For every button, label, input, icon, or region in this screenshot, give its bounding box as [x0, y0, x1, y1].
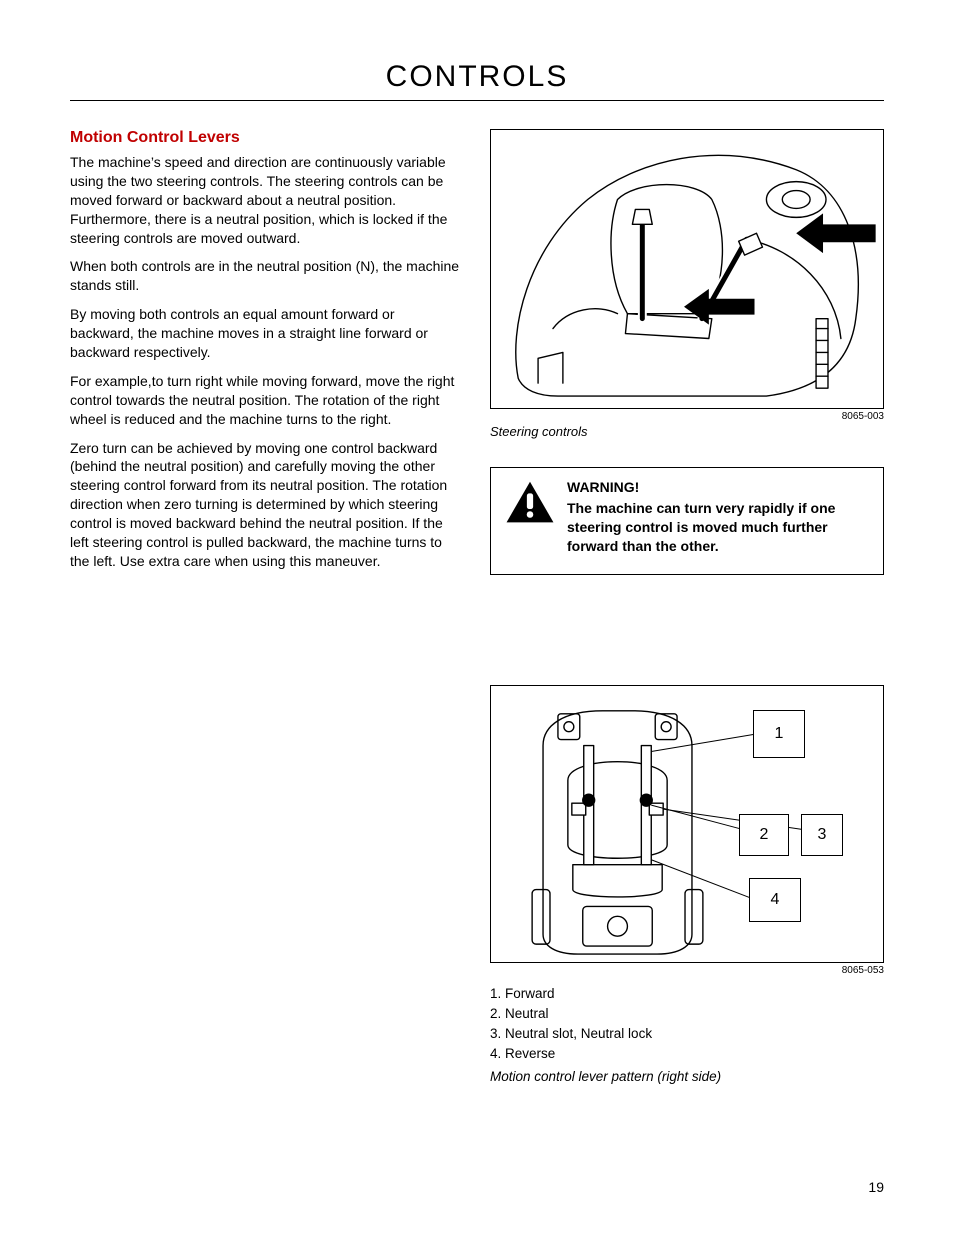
figure-legend: 1. Forward 2. Neutral 3. Neutral slot, N…: [490, 984, 884, 1087]
steering-controls-illustration: [491, 130, 883, 408]
left-column: Motion Control Levers The machine’s spee…: [70, 129, 462, 1087]
paragraph: The machine’s speed and direction are co…: [70, 153, 462, 247]
figure-id: 8065-003: [490, 411, 884, 422]
figure-lever-pattern: 1 2 3 4: [490, 685, 884, 963]
page: CONTROLS Motion Control Levers The machi…: [0, 0, 954, 1235]
legend-item: 2. Neutral: [490, 1004, 884, 1024]
warning-icon: [505, 478, 555, 529]
callout-2: 2: [739, 814, 789, 856]
legend-item: 4. Reverse: [490, 1044, 884, 1064]
right-column: 8065-003 Steering controls WARNING! The …: [490, 129, 884, 1087]
legend-item: 1. Forward: [490, 984, 884, 1004]
paragraph: When both controls are in the neutral po…: [70, 257, 462, 295]
callout-3: 3: [801, 814, 843, 856]
warning-box: WARNING! The machine can turn very rapid…: [490, 467, 884, 575]
two-column-layout: Motion Control Levers The machine’s spee…: [70, 129, 884, 1087]
callout-1: 1: [753, 710, 805, 758]
title-rule: [70, 100, 884, 101]
figure-lever-pattern-wrap: 1 2 3 4 8065-053 1. Forward 2. Neutral 3…: [490, 685, 884, 1087]
figure-caption: Motion control lever pattern (right side…: [490, 1067, 884, 1087]
paragraph: By moving both controls an equal amount …: [70, 305, 462, 362]
warning-text: WARNING! The machine can turn very rapid…: [567, 478, 869, 556]
figure-steering-controls: [490, 129, 884, 409]
warning-title: WARNING!: [567, 478, 869, 497]
legend-item: 3. Neutral slot, Neutral lock: [490, 1024, 884, 1044]
body-text: The machine’s speed and direction are co…: [70, 153, 462, 571]
figure-id: 8065-053: [490, 965, 884, 976]
figure-caption: Steering controls: [490, 424, 884, 439]
paragraph: Zero turn can be achieved by moving one …: [70, 439, 462, 571]
page-number: 19: [868, 1179, 884, 1195]
paragraph: For example,to turn right while moving f…: [70, 372, 462, 429]
warning-body: The machine can turn very rapidly if one…: [567, 499, 869, 556]
section-heading: Motion Control Levers: [70, 129, 462, 147]
page-title: CONTROLS: [70, 60, 884, 100]
callout-4: 4: [749, 878, 801, 922]
